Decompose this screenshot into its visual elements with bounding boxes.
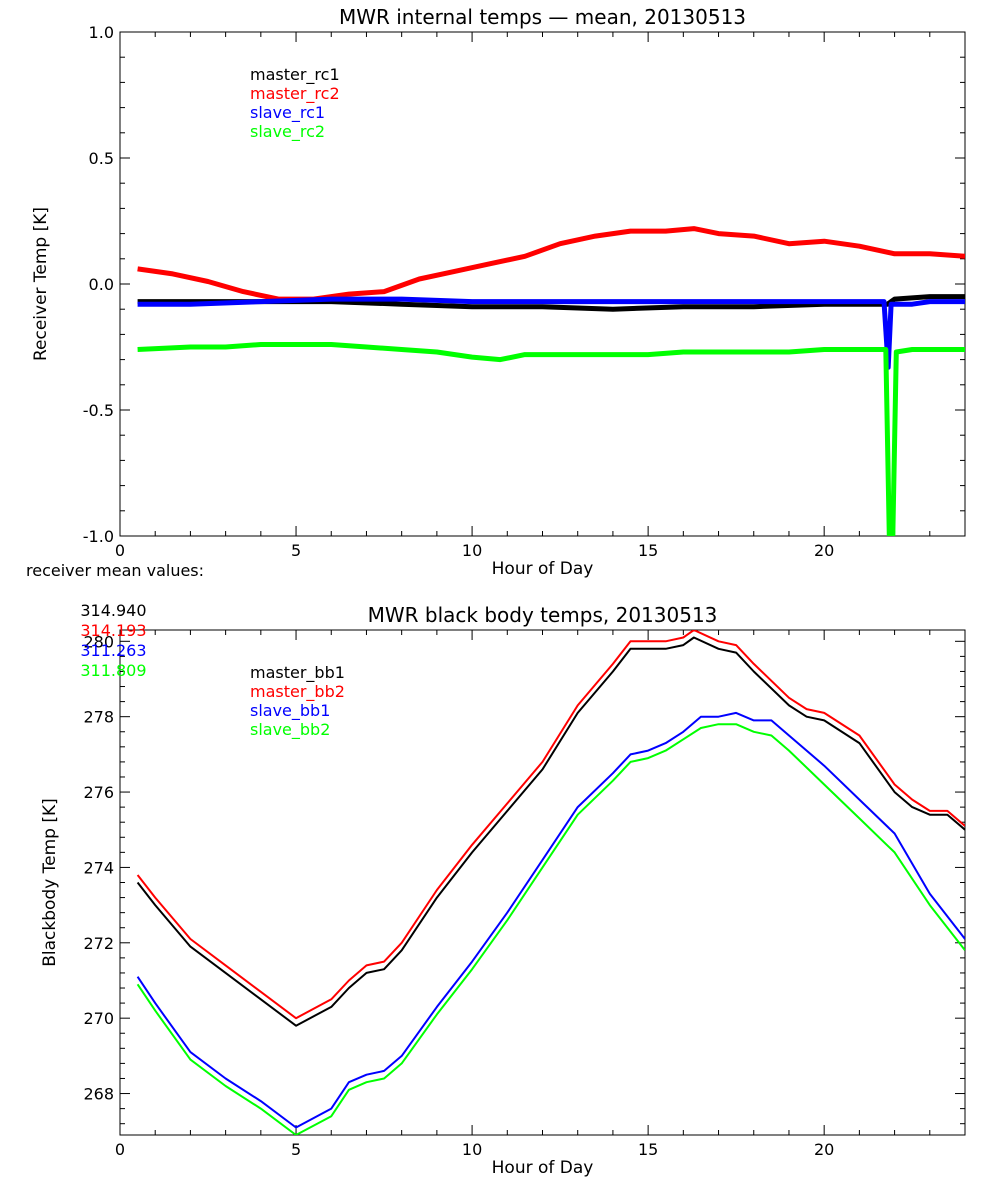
blackbody-chart-title: MWR black body temps, 20130513 [368,603,718,627]
blackbody-x-tick-label: 5 [291,1140,301,1159]
blackbody-series-slave_bb2 [136,723,965,1135]
internal-x-tick-label: 5 [291,541,301,560]
blackbody-x-tick-label: 0 [115,1140,125,1159]
internal-y-tick-label: -1.0 [83,527,114,546]
blackbody-series-slave_bb1 [136,711,965,1129]
blackbody-y-tick-label: 268 [83,1085,114,1104]
blackbody-y-tick-label: 270 [83,1009,114,1028]
internal-x-tick-label: 10 [462,541,482,560]
internal-series-slave_rc2 [137,342,965,536]
internal-series-master_rc2 [137,226,965,302]
blackbody-x-axis-label: Hour of Day [492,1158,594,1178]
blackbody-legend-master_bb2: master_bb2 [250,682,345,702]
internal-y-tick-label: 0.5 [89,149,114,168]
blackbody-legend-master_bb1: master_bb1 [250,663,345,683]
blackbody-y-tick-label: 280 [83,632,114,651]
blackbody-y-tick-label: 278 [83,708,114,727]
internal-x-axis-label: Hour of Day [492,559,594,579]
receiver-mean-master-rc1: 314.940 [80,601,147,620]
internal-chart-title: MWR internal temps — mean, 20130513 [339,5,746,29]
internal-y-tick-label: 1.0 [89,23,114,42]
blackbody-y-axis-label: Blackbody Temp [K] [40,798,60,967]
internal-plot-frame [119,31,966,537]
internal-x-tick-label: 20 [814,541,834,560]
receiver-mean-master-rc2: 314.193 [80,621,147,640]
blackbody-x-tick-label: 20 [814,1140,834,1159]
blackbody-x-tick-label: 10 [462,1140,482,1159]
blackbody-legend-slave_bb1: slave_bb1 [250,701,330,721]
internal-legend-master_rc1: master_rc1 [250,65,340,85]
internal-series-slave_rc1 [137,296,965,370]
blackbody-plot-frame [119,629,966,1136]
receiver-mean-label: receiver mean values: [26,561,205,580]
internal-x-tick-label: 0 [115,541,125,560]
blackbody-x-tick-label: 15 [638,1140,658,1159]
blackbody-series-master_bb1 [136,636,965,1027]
internal-legend-slave_rc1: slave_rc1 [250,103,325,123]
receiver-mean-slave-rc2: 311.809 [80,661,147,680]
blackbody-legend-slave_bb2: slave_bb2 [250,720,330,740]
receiver-mean-slave-rc1: 311.263 [80,641,147,660]
internal-y-tick-label: -0.5 [83,401,114,420]
blackbody-y-tick-label: 274 [83,858,114,877]
internal-y-tick-label: 0.0 [89,275,114,294]
internal-legend-master_rc2: master_rc2 [250,84,340,104]
blackbody-y-tick-label: 272 [83,934,114,953]
blackbody-y-tick-label: 276 [83,783,114,802]
internal-legend-slave_rc2: slave_rc2 [250,122,325,142]
blackbody-series-master_bb2 [136,630,965,1020]
internal-x-tick-label: 15 [638,541,658,560]
internal-y-axis-label: Receiver Temp [K] [31,207,51,361]
receiver-mean-values: receiver mean values: 314.940 314.193 31… [26,561,204,701]
